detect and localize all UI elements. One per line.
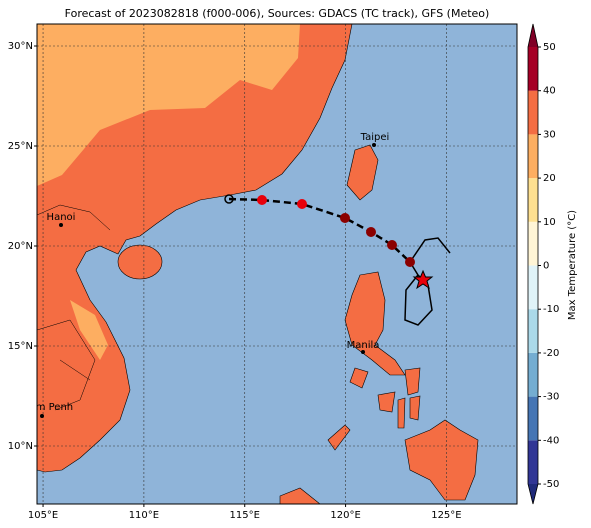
colorbar-tick-label: 20 xyxy=(543,173,556,184)
colorbar-tick-label: 10 xyxy=(543,217,556,228)
colorbar-band xyxy=(528,134,538,179)
x-tick-label: 125°E xyxy=(431,510,461,521)
track-point xyxy=(297,199,307,209)
city-label: Taipei xyxy=(360,132,390,143)
map-area: Taipei Hanoi Manila Phnom Penh xyxy=(11,24,517,504)
city-label: Phnom Penh xyxy=(11,402,73,413)
colorbar-band xyxy=(528,265,538,310)
island xyxy=(327,424,351,451)
colorbar-tick-label: -20 xyxy=(543,348,559,359)
colorbar-tick-label: 0 xyxy=(543,261,549,272)
colorbar-band xyxy=(528,221,538,266)
colorbar-band xyxy=(528,352,538,397)
graticule xyxy=(37,24,517,504)
colorbar-tick-label: -30 xyxy=(543,392,559,403)
track-point xyxy=(387,240,397,250)
track-point xyxy=(405,257,415,267)
map-frame xyxy=(36,23,518,505)
border xyxy=(37,204,111,411)
colorbar-tick-label: 40 xyxy=(543,86,556,97)
taiwan xyxy=(346,144,379,201)
colorbar-band xyxy=(528,178,538,222)
track-point xyxy=(340,213,350,223)
island xyxy=(377,391,396,413)
colorbar-band xyxy=(528,47,538,91)
y-tick-label: 20°N xyxy=(8,241,33,252)
track-point xyxy=(224,194,234,204)
x-tick-label: 110°E xyxy=(129,510,159,521)
island xyxy=(397,397,406,429)
city-dot xyxy=(372,143,376,147)
colorbar-tick-label: 30 xyxy=(543,129,556,140)
city-label: Hanoi xyxy=(47,212,76,223)
colorbar-tick-label: -10 xyxy=(543,304,559,315)
track-point xyxy=(257,195,267,205)
luzon xyxy=(344,271,406,376)
colorbar-band xyxy=(528,440,538,484)
colorbar-tick-label: 50 xyxy=(543,42,556,53)
cool-land xyxy=(37,24,300,186)
current-position xyxy=(412,269,434,290)
colorbar-band xyxy=(528,90,538,135)
island xyxy=(404,367,421,396)
y-tick-label: 15°N xyxy=(8,341,33,352)
cool-land xyxy=(70,300,108,360)
colorbar-under xyxy=(528,484,538,504)
colorbar-tick-label: -40 xyxy=(543,435,559,446)
city-dot xyxy=(59,223,63,227)
island xyxy=(409,395,421,421)
island xyxy=(279,487,321,504)
y-tick-label: 10°N xyxy=(8,441,33,452)
colorbar: -50 -40 -30 -20 -10 0 10 20 30 40 50 xyxy=(527,23,559,505)
city-label: Manila xyxy=(347,340,380,351)
y-tick-label: 30°N xyxy=(8,41,33,52)
track-point xyxy=(366,227,376,237)
city-dot xyxy=(361,350,365,354)
city-dot xyxy=(40,414,44,418)
colorbar-tick-label: -50 xyxy=(543,479,559,490)
colorbar-band xyxy=(528,309,538,353)
hainan xyxy=(117,244,163,280)
y-tick-label: 25°N xyxy=(8,141,33,152)
island xyxy=(349,367,369,389)
map-title: Forecast of 2023082818 (f000-006), Sourc… xyxy=(65,7,490,20)
colorbar-over xyxy=(528,24,538,47)
mindanao xyxy=(404,419,479,501)
x-tick-label: 105°E xyxy=(28,510,58,521)
x-tick-label: 120°E xyxy=(330,510,360,521)
colorbar-band xyxy=(528,396,538,441)
colorbar-label: Max Temperature (°C) xyxy=(567,210,578,320)
x-tick-label: 115°E xyxy=(230,510,260,521)
